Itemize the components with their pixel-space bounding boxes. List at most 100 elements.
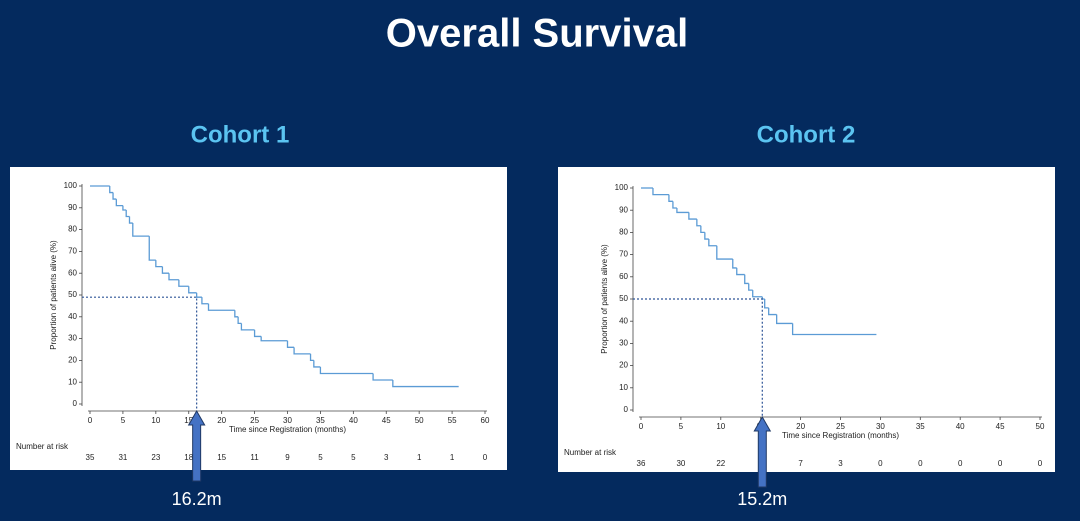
- survival-step: [313, 360, 321, 368]
- survival-step: [672, 201, 677, 209]
- at-risk-value: 23: [151, 453, 160, 462]
- at-risk-value: 1: [450, 453, 455, 462]
- survival-step: [240, 323, 255, 331]
- survival-step: [253, 329, 262, 338]
- at-risk-value: 1: [417, 453, 422, 462]
- at-risk-value: 0: [998, 459, 1003, 468]
- survival-step: [155, 260, 163, 268]
- at-risk-value: 0: [918, 459, 923, 468]
- median-label: 16.2m: [172, 489, 222, 509]
- y-tick-label: 20: [619, 361, 628, 370]
- survival-step: [128, 216, 133, 224]
- median-label: 15.2m: [737, 489, 787, 509]
- survival-step: [207, 303, 235, 311]
- at-risk-value: 3: [384, 453, 389, 462]
- y-tick-label: 0: [73, 399, 78, 408]
- survival-step: [744, 274, 749, 285]
- y-tick-label: 80: [619, 228, 628, 237]
- y-tick-label: 100: [615, 183, 629, 192]
- at-risk-value: 5: [351, 453, 356, 462]
- at-risk-label: Number at risk: [564, 448, 617, 457]
- x-tick-label: 35: [916, 422, 925, 431]
- panel-title: Cohort 2: [757, 121, 856, 148]
- y-tick-label: 20: [68, 356, 77, 365]
- x-tick-label: 20: [796, 422, 805, 431]
- at-risk-value: 0: [958, 459, 963, 468]
- y-tick-label: 60: [619, 272, 628, 281]
- x-tick-label: 50: [415, 416, 424, 425]
- panel: [10, 167, 507, 470]
- survival-step: [688, 212, 697, 220]
- y-tick-label: 40: [619, 316, 628, 325]
- survival-step: [696, 219, 701, 227]
- x-tick-label: 25: [250, 416, 259, 425]
- survival-step: [704, 232, 709, 240]
- x-tick-label: 55: [448, 416, 457, 425]
- x-tick-label: 0: [88, 416, 93, 425]
- y-tick-label: 10: [68, 377, 77, 386]
- survival-step: [791, 323, 877, 336]
- survival-step: [293, 347, 311, 355]
- at-risk-value: 0: [483, 453, 488, 462]
- x-tick-label: 20: [217, 416, 226, 425]
- at-risk-value: 30: [676, 459, 685, 468]
- survival-step: [112, 192, 117, 200]
- survival-step: [668, 194, 673, 202]
- panel-title: Cohort 1: [191, 121, 290, 148]
- survival-step: [286, 340, 295, 348]
- at-risk-value: 22: [716, 459, 725, 468]
- survival-step: [716, 245, 733, 260]
- survival-step: [178, 279, 189, 287]
- y-tick-label: 30: [619, 339, 628, 348]
- survival-step: [234, 310, 239, 318]
- x-tick-label: 30: [876, 422, 885, 431]
- survival-step: [392, 380, 459, 388]
- survival-step: [319, 366, 374, 375]
- survival-step: [700, 225, 705, 234]
- survival-step: [237, 316, 242, 324]
- x-tick-label: 15: [184, 416, 193, 425]
- y-tick-label: 40: [68, 312, 77, 321]
- y-tick-label: 70: [68, 247, 77, 256]
- survival-step: [764, 299, 769, 309]
- at-risk-value: 35: [86, 453, 95, 462]
- survival-step: [652, 188, 669, 196]
- x-tick-label: 10: [151, 416, 160, 425]
- at-risk-value: 18: [184, 453, 193, 462]
- survival-step: [768, 307, 777, 316]
- survival-step: [148, 236, 156, 261]
- at-risk-value: 5: [318, 453, 323, 462]
- survival-step: [736, 267, 745, 276]
- y-tick-label: 30: [68, 334, 77, 343]
- survival-step: [708, 239, 717, 247]
- x-tick-label: 45: [996, 422, 1005, 431]
- survival-step: [196, 292, 202, 298]
- at-risk-value: 15: [217, 453, 226, 462]
- at-risk-value: 36: [637, 459, 646, 468]
- survival-step: [732, 259, 737, 269]
- x-axis-label: Time since Registration (months): [229, 425, 346, 434]
- at-risk-value: 0: [1038, 459, 1043, 468]
- y-tick-label: 10: [619, 383, 628, 392]
- survival-step: [115, 199, 123, 207]
- survival-step: [748, 283, 753, 291]
- survival-step: [260, 336, 288, 342]
- x-tick-label: 50: [1036, 422, 1045, 431]
- at-risk-label: Number at risk: [16, 442, 69, 451]
- median-line: [633, 298, 763, 417]
- slide-title: Overall Survival: [386, 12, 688, 56]
- survival-step: [161, 266, 169, 274]
- y-axis-label: Proportion of patients alive (%): [600, 244, 609, 354]
- panel: [558, 167, 1055, 472]
- at-risk-value: 3: [838, 459, 843, 468]
- y-tick-label: 80: [68, 225, 77, 234]
- y-tick-label: 60: [68, 268, 77, 277]
- x-tick-label: 5: [121, 416, 126, 425]
- survival-step: [168, 273, 179, 281]
- median-arrow: [187, 409, 206, 482]
- at-risk-value: 0: [878, 459, 883, 468]
- survival-step: [109, 186, 114, 194]
- survival-step: [309, 353, 314, 362]
